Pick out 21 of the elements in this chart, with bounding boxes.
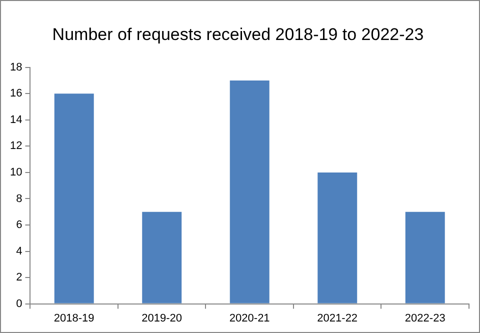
y-tick-label: 10 bbox=[10, 166, 22, 178]
x-tick-label: 2019-20 bbox=[142, 312, 182, 324]
y-tick-label: 4 bbox=[16, 245, 22, 258]
bar bbox=[54, 94, 94, 304]
bar bbox=[318, 172, 358, 304]
bar bbox=[230, 80, 270, 304]
y-tick-label: 14 bbox=[10, 114, 22, 126]
chart-title: Number of requests received 2018-19 to 2022-23 bbox=[52, 24, 424, 44]
y-tick-label: 18 bbox=[10, 61, 22, 74]
x-tick-label: 2018-19 bbox=[54, 312, 94, 324]
y-tick-label: 8 bbox=[16, 192, 22, 205]
y-tick-label: 0 bbox=[16, 298, 22, 310]
y-tick-label: 2 bbox=[16, 272, 22, 284]
y-tick-label: 12 bbox=[10, 140, 22, 152]
x-tick-label: 2022-23 bbox=[404, 312, 446, 324]
bar bbox=[142, 212, 182, 304]
y-tick-label: 16 bbox=[10, 88, 22, 100]
bar bbox=[405, 212, 445, 304]
y-tick-label: 6 bbox=[16, 219, 22, 232]
x-tick-label: 2021-22 bbox=[317, 312, 358, 324]
x-tick-label: 2020-21 bbox=[229, 312, 270, 324]
